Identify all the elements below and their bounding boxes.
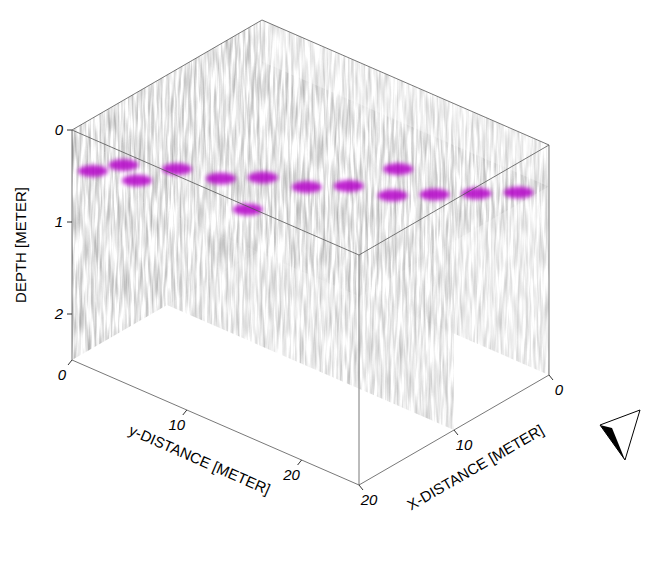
svg-text:DEPTH [METER]: DEPTH [METER]	[12, 187, 29, 303]
svg-text:20: 20	[360, 491, 378, 508]
svg-text:10: 10	[168, 416, 185, 433]
svg-text:X-DISTANCE [METER]: X-DISTANCE [METER]	[404, 421, 546, 513]
svg-text:10: 10	[456, 436, 473, 453]
svg-text:0: 0	[555, 381, 564, 398]
svg-text:y-DISTANCE [METER]: y-DISTANCE [METER]	[127, 421, 273, 497]
svg-text:0: 0	[58, 366, 67, 383]
svg-text:1: 1	[55, 213, 63, 230]
svg-text:20: 20	[282, 466, 300, 483]
svg-text:2: 2	[54, 305, 64, 322]
svg-text:0: 0	[55, 121, 64, 138]
